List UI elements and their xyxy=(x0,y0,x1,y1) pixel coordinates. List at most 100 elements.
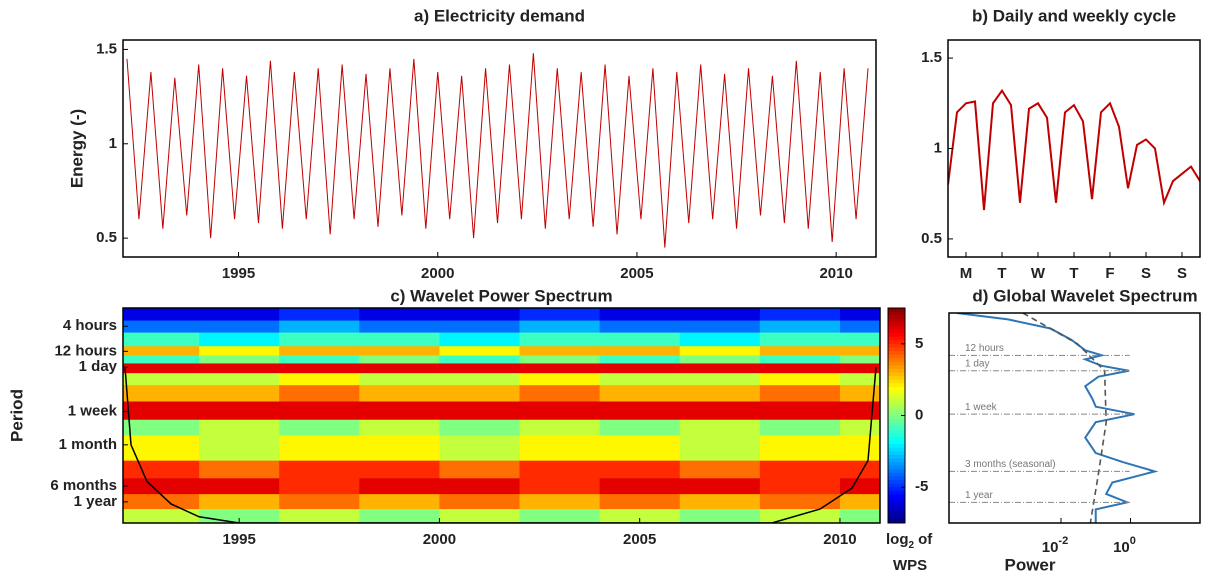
colorbar-step xyxy=(888,372,905,377)
x-tick-label: S xyxy=(1141,265,1151,282)
heat-cell xyxy=(599,435,681,462)
y-tick-label: 1 day xyxy=(79,358,118,375)
x-tick-label: 2000 xyxy=(421,265,454,282)
heat-cell xyxy=(759,363,841,374)
heat-cell xyxy=(439,419,521,437)
heat-cell xyxy=(199,320,280,334)
x-tick-label: F xyxy=(1105,265,1114,282)
heat-cell xyxy=(359,363,440,374)
colorbar-step xyxy=(888,329,905,334)
heat-cell xyxy=(519,478,601,495)
colorbar-step xyxy=(888,358,905,363)
heat-cell xyxy=(679,401,761,421)
colorbar-label-sub: 2 xyxy=(909,540,915,551)
y-axis-label: Energy (-) xyxy=(67,109,86,188)
heat-cell xyxy=(599,373,681,386)
heat-cell xyxy=(439,435,521,462)
heat-cell xyxy=(679,320,761,334)
colorbar-step xyxy=(888,365,905,370)
heat-cell xyxy=(359,308,440,322)
heat-cell xyxy=(679,494,761,510)
colorbar-step xyxy=(888,390,905,395)
heat-cell xyxy=(839,332,880,347)
y-tick-label: 6 months xyxy=(50,477,117,494)
colorbar-step xyxy=(888,376,905,381)
heat-cell xyxy=(123,363,200,374)
colorbar-step xyxy=(888,336,905,341)
heat-cell xyxy=(279,494,360,510)
heat-cell xyxy=(199,419,280,437)
heat-cell xyxy=(359,435,440,462)
heat-cell xyxy=(279,346,360,356)
x-tick-label: 2005 xyxy=(623,531,656,548)
colorbar-step xyxy=(888,508,905,513)
colorbar-step xyxy=(888,361,905,366)
colorbar-step xyxy=(888,422,905,427)
heat-cell xyxy=(439,355,521,364)
heat-cell xyxy=(359,346,440,356)
heat-cell xyxy=(359,401,440,421)
colorbar-step xyxy=(888,311,905,316)
x-tick-label: 1995 xyxy=(222,265,255,282)
x-tick-label: 10-2 xyxy=(1042,535,1068,556)
colorbar-step xyxy=(888,308,905,313)
colorbar-step xyxy=(888,383,905,388)
heat-cell xyxy=(279,435,360,462)
heat-cell xyxy=(759,460,841,479)
heat-cell xyxy=(839,373,880,386)
heat-cell xyxy=(759,401,841,421)
heat-cell xyxy=(759,435,841,462)
heat-cell xyxy=(199,346,280,356)
heat-cell xyxy=(839,320,880,334)
colorbar-step xyxy=(888,515,905,520)
heat-cell xyxy=(439,509,521,523)
heat-cell xyxy=(359,355,440,364)
heat-cell xyxy=(359,494,440,510)
heat-cell xyxy=(359,332,440,347)
heat-cell xyxy=(279,478,360,495)
colorbar-step xyxy=(888,447,905,452)
heat-cell xyxy=(439,460,521,479)
heat-cell xyxy=(679,363,761,374)
heat-cell xyxy=(599,385,681,403)
heat-cell xyxy=(759,385,841,403)
colorbar-step xyxy=(888,490,905,495)
x-tick-exponent: 0 xyxy=(1130,535,1136,547)
colorbar-step xyxy=(888,429,905,434)
heat-cell xyxy=(359,419,440,437)
heat-cell xyxy=(279,385,360,403)
period-annotation: 3 months (seasonal) xyxy=(965,459,1056,470)
panel: 12 hours 1 day 1 week 3 months (seasonal) 1 … xyxy=(948,286,1201,574)
colorbar-step xyxy=(888,444,905,449)
heat-cell xyxy=(279,320,360,334)
heat-cell xyxy=(123,401,200,421)
period-annotation: 1 year xyxy=(965,490,993,501)
heat-cell xyxy=(123,419,200,437)
heat-cell xyxy=(839,460,880,479)
colorbar-step xyxy=(888,451,905,456)
heat-cell xyxy=(839,435,880,462)
heat-cell xyxy=(679,435,761,462)
colorbar-step xyxy=(888,505,905,510)
heat-cell xyxy=(599,332,681,347)
colorbar-step xyxy=(888,454,905,459)
heat-cell xyxy=(759,494,841,510)
y-tick-label: 1 month xyxy=(59,436,117,453)
colorbar-step xyxy=(888,354,905,359)
heat-cell xyxy=(199,332,280,347)
colorbar-step xyxy=(888,501,905,506)
x-tick-label: 100 xyxy=(1113,535,1136,556)
x-tick-base: 10 xyxy=(1042,539,1059,556)
colorbar-step xyxy=(888,426,905,431)
heat-cell xyxy=(199,355,280,364)
x-tick-label: 2010 xyxy=(823,531,856,548)
heat-cell xyxy=(839,401,880,421)
heat-cell xyxy=(359,509,440,523)
heat-cell xyxy=(199,478,280,495)
x-tick-label: 2005 xyxy=(620,265,653,282)
heat-cell xyxy=(839,363,880,374)
panel: -5 0 5 log2 of WPS 1995 2000 2005 2010 4 hours 12 h… xyxy=(7,286,933,573)
colorbar-step xyxy=(888,476,905,481)
heat-cell xyxy=(199,494,280,510)
heat-cell xyxy=(759,355,841,364)
